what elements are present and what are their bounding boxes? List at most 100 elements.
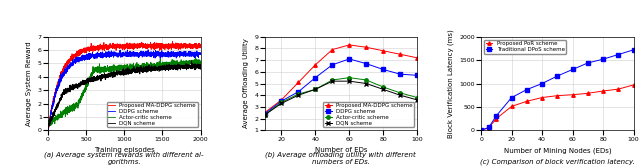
X-axis label: Training episodes: Training episodes (94, 147, 155, 153)
Proposed PoR scheme (508, 105, 515, 107)
Legend: Proposed MA-DDPG scheme, DDPG scheme, Actor-critic scheme, DQN scheme: Proposed MA-DDPG scheme, DDPG scheme, Ac… (323, 102, 414, 127)
Actor-critic scheme (192, 57, 200, 59)
Proposed MA-DDPG scheme (45, 129, 52, 131)
Proposed MA-DDPG scheme (169, 41, 177, 43)
Line: DDPG scheme: DDPG scheme (48, 50, 200, 130)
DQN scheme (294, 94, 302, 96)
Line: Traditional DPoS scheme: Traditional DPoS scheme (479, 48, 636, 132)
Actor-critic scheme (44, 125, 52, 127)
DDPG scheme (278, 100, 285, 102)
DQN scheme (396, 94, 404, 96)
Y-axis label: Average System Reward: Average System Reward (26, 41, 32, 126)
Traditional DPoS scheme (508, 97, 515, 99)
Proposed MA-DDPG scheme (278, 99, 285, 101)
Proposed PoR scheme (554, 95, 561, 97)
Proposed MA-DDPG scheme (115, 44, 122, 46)
Actor-critic scheme (294, 93, 302, 95)
Proposed PoR scheme (538, 97, 546, 99)
DDPG scheme (328, 64, 336, 66)
DQN scheme (380, 88, 387, 90)
DQN scheme (164, 67, 172, 69)
Proposed MA-DDPG scheme (396, 53, 404, 55)
Proposed PoR scheme (614, 88, 622, 90)
DDPG scheme (164, 52, 172, 54)
Line: Proposed PoR scheme: Proposed PoR scheme (479, 83, 636, 132)
DDPG scheme (196, 52, 204, 54)
Actor-critic scheme (312, 88, 319, 90)
Proposed PoR scheme (569, 94, 577, 96)
Actor-critic scheme (346, 77, 353, 79)
Traditional DPoS scheme (630, 49, 637, 51)
Proposed MA-DDPG scheme (193, 44, 200, 46)
Traditional DPoS scheme (614, 53, 622, 55)
DDPG scheme (413, 74, 421, 76)
Proposed MA-DDPG scheme (362, 46, 370, 48)
Actor-critic scheme (52, 116, 60, 118)
DDPG scheme (362, 63, 370, 65)
Actor-critic scheme (164, 63, 172, 65)
Y-axis label: Average Offloading Utility: Average Offloading Utility (243, 39, 249, 128)
Traditional DPoS scheme (493, 115, 500, 117)
Proposed MA-DDPG scheme (328, 49, 336, 51)
Proposed MA-DDPG scheme (118, 48, 126, 50)
Line: Proposed MA-DDPG scheme: Proposed MA-DDPG scheme (263, 43, 419, 114)
Proposed MA-DDPG scheme (164, 46, 172, 48)
Actor-critic scheme (362, 79, 370, 81)
Proposed PoR scheme (599, 90, 607, 92)
Proposed MA-DDPG scheme (44, 127, 52, 129)
Proposed MA-DDPG scheme (413, 57, 421, 59)
DQN scheme (413, 99, 421, 101)
Actor-critic scheme (44, 120, 52, 122)
Actor-critic scheme (196, 61, 204, 63)
Traditional DPoS scheme (569, 68, 577, 70)
Proposed PoR scheme (477, 129, 485, 131)
Actor-critic scheme (380, 86, 387, 88)
Actor-critic scheme (193, 63, 200, 65)
DDPG scheme (396, 73, 404, 75)
DQN scheme (278, 102, 285, 104)
DQN scheme (188, 60, 195, 62)
DQN scheme (196, 68, 204, 70)
DQN scheme (362, 82, 370, 85)
Proposed MA-DDPG scheme (192, 48, 200, 50)
DQN scheme (346, 80, 353, 82)
Line: Actor-critic scheme: Actor-critic scheme (263, 76, 419, 117)
DQN scheme (45, 126, 52, 128)
Traditional DPoS scheme (523, 89, 531, 91)
Proposed MA-DDPG scheme (52, 88, 60, 90)
Proposed MA-DDPG scheme (312, 64, 319, 66)
Line: DQN scheme: DQN scheme (263, 79, 419, 117)
Proposed PoR scheme (584, 92, 592, 94)
DDPG scheme (380, 68, 387, 70)
Proposed PoR scheme (630, 84, 637, 86)
Proposed MA-DDPG scheme (196, 43, 204, 45)
Legend: Proposed MA-DDPG scheme, DDPG scheme, Actor-critic scheme, DQN scheme: Proposed MA-DDPG scheme, DDPG scheme, Ac… (107, 102, 198, 127)
DQN scheme (193, 67, 200, 69)
DDPG scheme (44, 129, 52, 131)
DDPG scheme (115, 52, 122, 54)
Proposed MA-DDPG scheme (260, 112, 268, 114)
DQN scheme (44, 125, 52, 127)
Traditional DPoS scheme (485, 126, 493, 128)
Traditional DPoS scheme (538, 82, 546, 85)
DQN scheme (118, 70, 126, 72)
DDPG scheme (260, 113, 268, 115)
DQN scheme (328, 80, 336, 82)
Actor-critic scheme (328, 79, 336, 81)
Text: (b) Average offloading utility with different
numbers of EDs.: (b) Average offloading utility with diff… (266, 152, 416, 165)
Traditional DPoS scheme (599, 58, 607, 60)
Actor-critic scheme (413, 97, 421, 99)
Y-axis label: Block Verification Latency (ms): Block Verification Latency (ms) (447, 29, 454, 138)
Actor-critic scheme (118, 67, 126, 69)
Proposed MA-DDPG scheme (346, 44, 353, 46)
DQN scheme (52, 108, 60, 110)
Actor-critic scheme (115, 67, 122, 69)
X-axis label: Number of EDs: Number of EDs (314, 147, 367, 153)
Text: (c) Comparison of block verification latency.: (c) Comparison of block verification lat… (480, 159, 635, 165)
DDPG scheme (346, 58, 353, 60)
Proposed PoR scheme (493, 118, 500, 120)
Actor-critic scheme (278, 101, 285, 103)
DQN scheme (260, 114, 268, 116)
DDPG scheme (118, 56, 126, 58)
Traditional DPoS scheme (554, 75, 561, 77)
